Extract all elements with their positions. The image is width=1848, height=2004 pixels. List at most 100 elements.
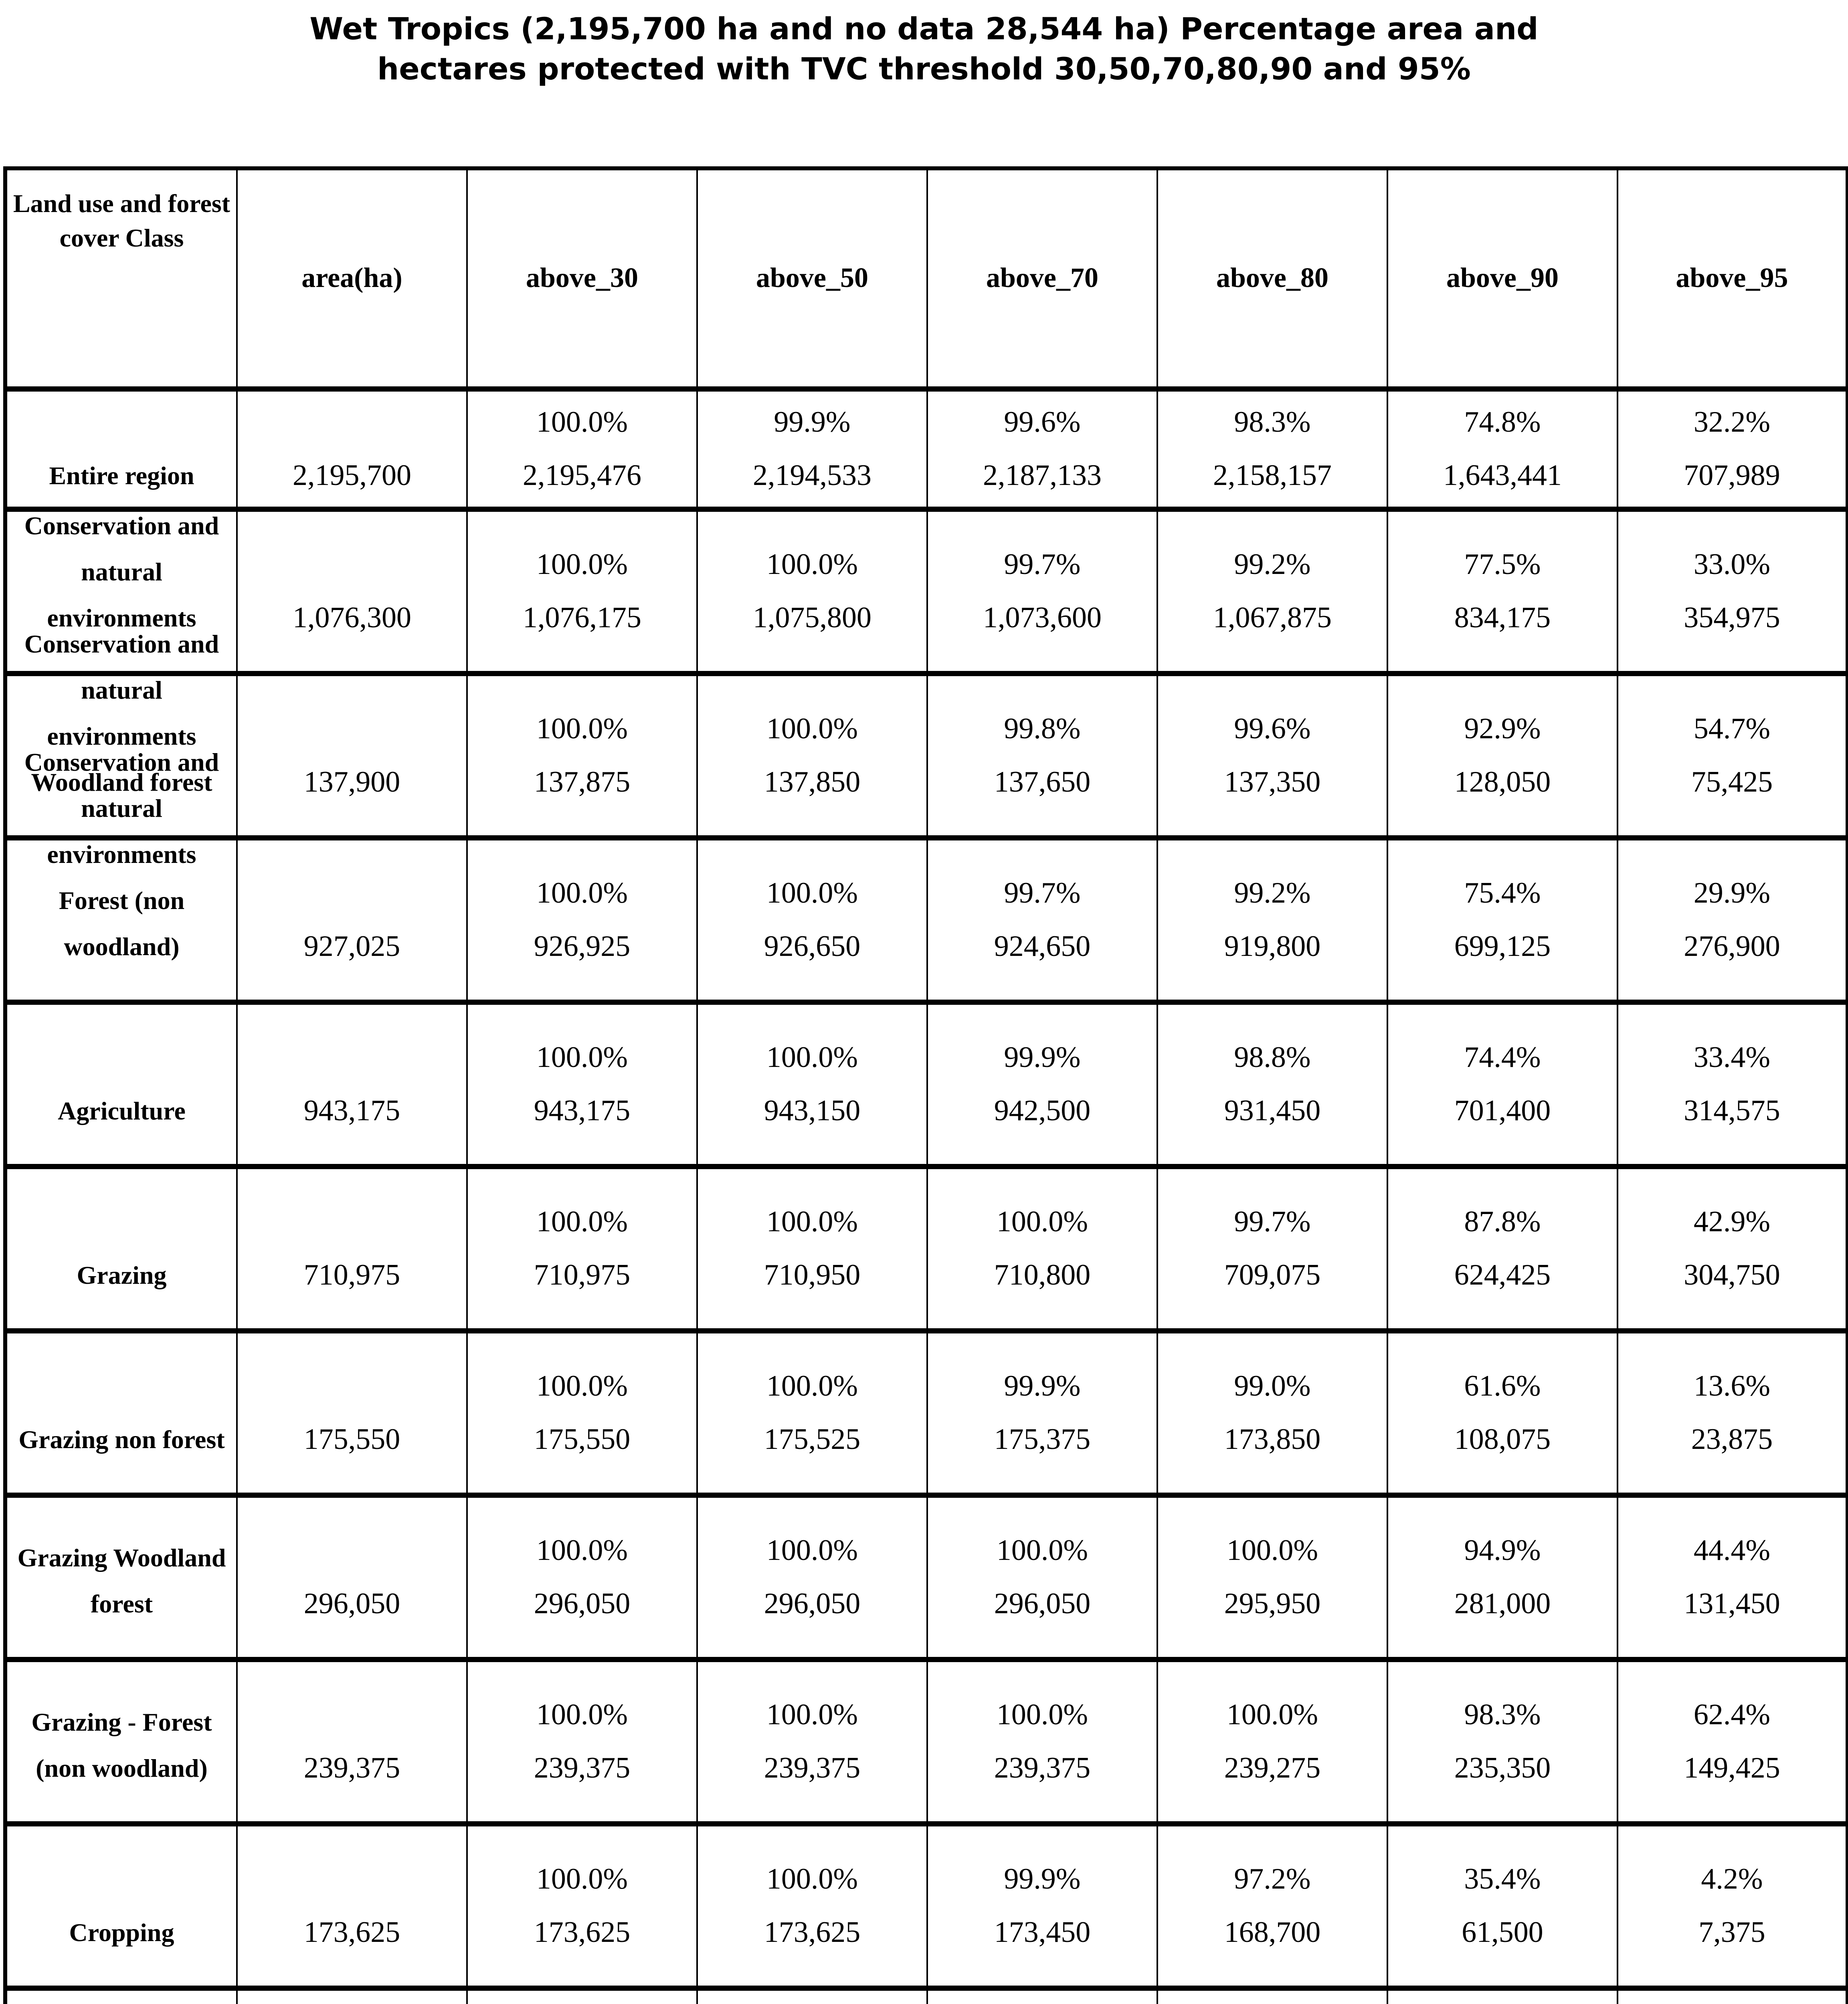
hectares-value: 919,800 — [1224, 930, 1321, 963]
threshold-cell: 100.0% 175,525 — [696, 1328, 927, 1495]
area-ha-cell: 943,175 — [236, 999, 467, 1166]
area-ha-value: 1,076,300 — [293, 601, 411, 634]
hectares-value: 128,050 — [1454, 766, 1551, 798]
threshold-cell: 98.3% 2,158,157 — [1157, 389, 1387, 509]
threshold-values: 54.7% 75,425 — [1618, 702, 1846, 809]
hectares-value: 137,350 — [1224, 766, 1321, 798]
hectares-value: 23,875 — [1691, 1423, 1773, 1456]
row-label: Agriculture — [58, 1097, 186, 1125]
threshold-cell: 42.9% 304,750 — [1617, 1164, 1848, 1331]
tvc-threshold-table: Land use and forest cover Class area(ha)… — [3, 166, 1848, 2004]
hectares-value: 924,650 — [994, 930, 1091, 963]
hectares-value: 137,875 — [534, 766, 631, 798]
hectares-value: 710,800 — [994, 1259, 1091, 1291]
percent-value: 100.0% — [996, 1698, 1088, 1731]
percent-value: 87.8% — [1464, 1205, 1541, 1238]
threshold-cell: 100.0% 1,076,175 — [466, 506, 697, 673]
hectares-value: 168,700 — [1224, 1916, 1321, 1949]
table-row: Grazing 710,975 100.0% 710,975 100.0% 710,950… — [5, 1164, 1848, 1331]
row-label-cell: Cropping — [5, 1821, 237, 1988]
threshold-cell: 100.0% 295,950 — [1157, 1492, 1387, 1659]
threshold-cell: 100.0% 239,275 — [1157, 1657, 1387, 1824]
hectares-value: 710,975 — [534, 1259, 631, 1291]
area-ha-cell: 710,975 — [236, 1164, 467, 1331]
threshold-cell: 100.0%58,525 — [466, 1985, 697, 2004]
hectares-value: 314,575 — [1684, 1094, 1780, 1127]
percent-value: 92.9% — [1464, 712, 1541, 745]
percent-value: 99.9% — [1004, 1041, 1081, 1074]
percent-value: 100.0% — [536, 548, 628, 581]
percent-value: 100.0% — [766, 877, 858, 909]
threshold-cell: 100.0% 710,975 — [466, 1164, 697, 1331]
hectares-value: 276,900 — [1684, 930, 1780, 963]
threshold-cell: 44.4% 131,450 — [1617, 1492, 1848, 1659]
threshold-values: 100.0% 239,375 — [928, 1688, 1157, 1795]
hectares-value: 710,950 — [764, 1259, 861, 1291]
area-ha-value: 710,975 — [303, 1259, 400, 1291]
threshold-values: 94.9% 281,000 — [1388, 1524, 1617, 1630]
percent-value: 4.2% — [1701, 1863, 1763, 1895]
percent-value: 62.4% — [1693, 1698, 1771, 1731]
percent-value: 99.6% — [1004, 406, 1081, 438]
header-above-70: above_70 — [926, 168, 1157, 392]
threshold-values: 98.3% 2,158,157 — [1158, 396, 1387, 502]
hectares-value: 296,050 — [534, 1587, 631, 1620]
threshold-cell: 100.0% 926,925 — [466, 835, 697, 1002]
area-ha-cell: 239,375 — [236, 1657, 467, 1824]
hectares-value: 707,989 — [1684, 459, 1780, 492]
area-ha-value: 175,550 — [303, 1423, 400, 1456]
row-label-cell: Grazing — [5, 1164, 237, 1331]
threshold-values: 74.8% 1,643,441 — [1388, 396, 1617, 502]
percent-value: 97.2% — [1234, 1863, 1311, 1895]
row-label: Grazing non forest — [18, 1425, 225, 1454]
percent-value: 44.4% — [1693, 1534, 1771, 1567]
hectares-value: 2,158,157 — [1213, 459, 1332, 492]
threshold-cell: 100.0% 239,375 — [466, 1657, 697, 1824]
threshold-values: 61.6% 108,075 — [1388, 1360, 1617, 1466]
row-label: Cropping — [69, 1918, 174, 1947]
threshold-cell: 4.2% 7,375 — [1617, 1821, 1848, 1988]
area-ha-cell: 296,050 — [236, 1492, 467, 1659]
percent-value: 100.0% — [766, 1041, 858, 1074]
hectares-value: 175,550 — [534, 1423, 631, 1456]
threshold-cell: 33.4% 314,575 — [1617, 999, 1848, 1166]
percent-value: 100.0% — [1226, 1534, 1318, 1567]
threshold-values: 100.0% 175,525 — [698, 1360, 926, 1466]
percent-value: 99.7% — [1234, 1205, 1311, 1238]
hectares-value: 239,375 — [994, 1751, 1091, 1784]
percent-value: 100.0% — [536, 1370, 628, 1402]
table-body: Entire region 2,195,700 100.0% 2,195,476 99.… — [5, 389, 1848, 2004]
percent-value: 33.0% — [1693, 548, 1771, 581]
threshold-cell: 100.0% 943,150 — [696, 999, 927, 1166]
table-row: Grazing - Forest (non woodland) 239,375 10… — [5, 1657, 1848, 1824]
threshold-values: 98.3% 235,350 — [1388, 1688, 1617, 1795]
percent-value: 35.4% — [1464, 1863, 1541, 1895]
hectares-value: 239,275 — [1224, 1751, 1321, 1784]
threshold-values: 35.4% 61,500 — [1388, 1852, 1617, 1959]
threshold-cell: 100.0%58,525 — [696, 1985, 927, 2004]
threshold-values: 62.4% 149,425 — [1618, 1688, 1846, 1795]
hectares-value: 175,375 — [994, 1423, 1091, 1456]
percent-value: 100.0% — [766, 1370, 858, 1402]
percent-value: 100.0% — [536, 877, 628, 909]
row-label: Conservation and natural environments Wo… — [24, 630, 219, 796]
threshold-values: 99.0% 173,850 — [1158, 1360, 1387, 1466]
threshold-cell: 100.0% 175,550 — [466, 1328, 697, 1495]
row-label-cell: Grazing non forest — [5, 1328, 237, 1495]
threshold-cell: 99.2% 1,067,875 — [1157, 506, 1387, 673]
hectares-value: 235,350 — [1454, 1751, 1551, 1784]
percent-value: 100.0% — [766, 712, 858, 745]
percent-value: 54.7% — [1693, 712, 1771, 745]
threshold-cell: 99.8% 137,650 — [926, 671, 1157, 838]
threshold-cell: 35.4% 61,500 — [1387, 1821, 1618, 1988]
title-line-1: Wet Tropics (2,195,700 ha and no data 28… — [309, 11, 1539, 46]
header-above-30: above_30 — [466, 168, 697, 392]
hectares-value: 1,067,875 — [1213, 601, 1332, 634]
hectares-value: 699,125 — [1454, 930, 1551, 963]
hectares-value: 137,850 — [764, 766, 861, 798]
threshold-cell: 29.9% 276,900 — [1617, 835, 1848, 1002]
threshold-values: 100.0% 943,175 — [468, 1031, 696, 1137]
hectares-value: 173,625 — [764, 1916, 861, 1949]
percent-value: 99.9% — [1004, 1863, 1081, 1895]
